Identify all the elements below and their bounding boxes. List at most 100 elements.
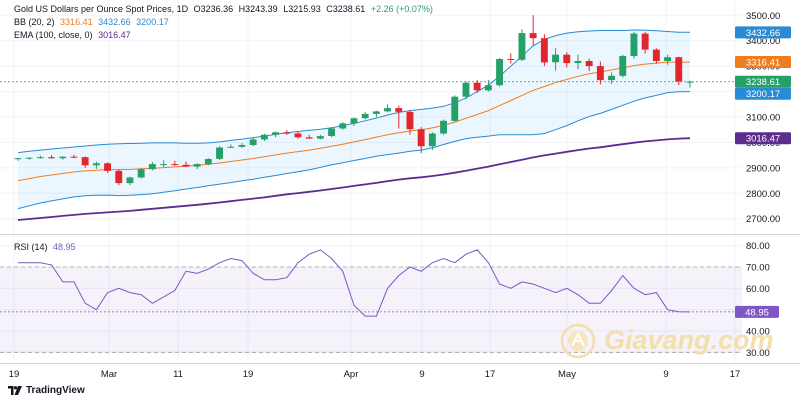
rsi-value-badge: 48.95 — [735, 305, 779, 318]
price-badge-label: 3432.66 — [746, 28, 780, 39]
legend-title: Gold US Dollars per Ounce Spot Prices, 1… — [14, 4, 189, 14]
legend-ema-label: EMA (100, close, 0) — [14, 30, 93, 40]
candle — [70, 154, 78, 159]
candle — [272, 131, 279, 138]
candle — [350, 117, 358, 126]
main-grid — [0, 0, 742, 234]
price-badge-label: 3016.47 — [746, 134, 780, 145]
legend-bb-basis: 3316.41 — [60, 17, 93, 27]
candle — [406, 109, 414, 135]
candle — [507, 53, 515, 64]
legend-change: +2.26 (+0.07%) — [370, 4, 433, 14]
x-tick-label: 19 — [9, 369, 20, 380]
legend-title-row: Gold US Dollars per Ounce Spot Prices, 1… — [14, 4, 436, 14]
watermark-text: Giavang.com — [604, 325, 774, 355]
candle — [238, 142, 246, 149]
candle — [596, 61, 604, 85]
candle — [529, 15, 537, 46]
candle — [686, 80, 694, 88]
candle — [552, 48, 559, 71]
candle — [428, 132, 436, 151]
candle — [395, 105, 403, 129]
candle — [104, 162, 111, 173]
candle — [339, 122, 347, 130]
x-tick-label: 11 — [173, 369, 183, 380]
candle — [36, 155, 44, 159]
candle — [148, 162, 156, 171]
candle — [81, 156, 89, 168]
candle — [641, 31, 649, 54]
candle — [160, 160, 167, 167]
candle — [484, 80, 492, 92]
x-tick-label: 9 — [663, 369, 668, 380]
candle — [249, 137, 257, 147]
candle — [328, 127, 335, 138]
y-tick-label: 2900.00 — [746, 163, 780, 174]
legend-bb-row[interactable]: BB (20, 2) 3316.41 3432.66 3200.17 — [14, 17, 172, 27]
candle — [361, 111, 369, 120]
candle — [585, 58, 593, 72]
legend-rsi-value: 48.95 — [53, 242, 76, 252]
x-tick-label: 17 — [485, 369, 496, 380]
candle — [216, 146, 223, 161]
candle — [652, 48, 660, 64]
legend-ema-value: 3016.47 — [98, 30, 131, 40]
legend-open: O3236.36 — [193, 4, 234, 14]
tradingview-brand[interactable]: TradingView — [8, 385, 85, 396]
candle — [608, 72, 615, 84]
price-badge-label: 3200.17 — [746, 89, 780, 100]
candle — [25, 157, 33, 160]
price-badge-label: 3238.61 — [746, 77, 780, 88]
legend-close: C3238.61 — [326, 4, 366, 14]
candle — [473, 80, 481, 93]
rsi-line — [18, 249, 691, 317]
candles — [14, 15, 694, 186]
bollinger-lower-line — [17, 91, 691, 210]
x-axis: 19 Mar 11 19 Apr 9 17 May 9 17 — [9, 369, 741, 380]
x-tick-label: Mar — [101, 369, 117, 380]
watermark-logo — [560, 323, 596, 359]
legend-rsi-row[interactable]: RSI (14) 48.95 — [14, 242, 79, 252]
rsi-y-tick-label: 70.00 — [746, 263, 770, 274]
brand-name: TradingView — [26, 385, 85, 396]
rsi-y-tick-label: 40.00 — [746, 327, 770, 338]
candle — [675, 56, 683, 86]
x-tick-label: 17 — [730, 369, 741, 380]
price-badge: 3016.47 — [735, 132, 791, 145]
candle — [305, 134, 313, 139]
candle — [48, 155, 55, 159]
price-badge: 3200.17 — [735, 87, 791, 100]
candle — [193, 163, 201, 170]
candle — [126, 176, 134, 186]
candle — [563, 52, 571, 68]
x-tick-label: May — [558, 369, 576, 380]
candle — [384, 104, 391, 113]
legend-low: L3215.93 — [283, 4, 321, 14]
rsi-y-tick-label: 30.00 — [746, 348, 770, 359]
candle — [171, 160, 179, 166]
price-badge: 3432.66 — [735, 26, 791, 39]
price-badge-label: 3316.41 — [746, 57, 780, 68]
candle — [59, 156, 67, 160]
candle — [260, 133, 268, 142]
candle — [283, 130, 291, 135]
candle — [204, 158, 212, 166]
y-tick-label: 3500.00 — [746, 11, 780, 22]
y-tick-label: 3400.00 — [746, 36, 780, 47]
candle — [92, 161, 100, 169]
rsi-badge-label: 48.95 — [745, 307, 769, 318]
candle — [372, 110, 380, 117]
candle — [462, 81, 470, 100]
x-tick-label: 19 — [243, 369, 254, 380]
candle — [227, 144, 235, 149]
candle — [14, 157, 22, 161]
rsi-y-tick-label: 60.00 — [746, 284, 770, 295]
y-axis-main: 2700.002800.002900.003000.003100.003200.… — [746, 11, 780, 225]
ema-line — [17, 137, 691, 221]
candle — [182, 161, 190, 168]
price-badge: 3316.41 — [735, 56, 791, 68]
price-badge: 3238.61 — [735, 75, 791, 88]
legend-ema-row[interactable]: EMA (100, close, 0) 3016.47 — [14, 30, 134, 40]
candle — [417, 127, 425, 154]
